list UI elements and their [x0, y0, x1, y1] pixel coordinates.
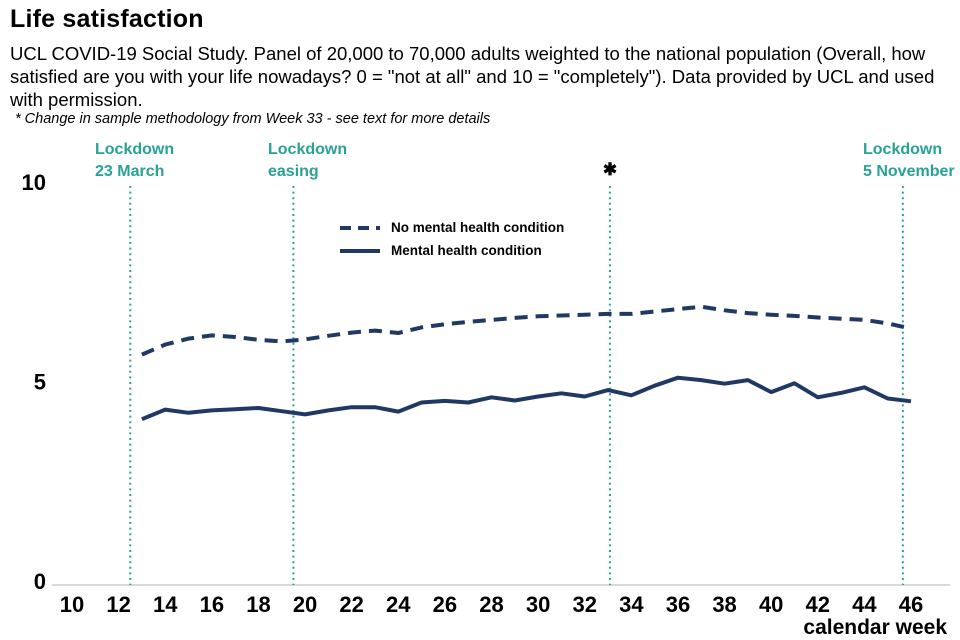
- legend-item-mental-health-condition: Mental health condition: [340, 239, 564, 262]
- series-line-no-mental-health-condition: [141, 304, 912, 357]
- x-tick-label: 18: [246, 592, 270, 617]
- lockdown-label-line2: 5 November: [863, 162, 955, 180]
- chart-subtitle: UCL COVID-19 Social Study. Panel of 20,0…: [10, 43, 935, 110]
- methodology-footnote: * Change in sample methodology from Week…: [15, 111, 491, 127]
- x-tick-label: 42: [806, 592, 830, 617]
- x-tick-label: 14: [153, 592, 178, 617]
- x-tick-label: 40: [759, 592, 783, 617]
- legend-label: No mental health condition: [391, 220, 565, 235]
- legend: No mental health condition Mental health…: [340, 216, 564, 262]
- x-tick-label: 30: [526, 592, 550, 617]
- lockdown-annotation-23-march: Lockdown 23 March: [95, 139, 174, 182]
- x-tick-label: 32: [572, 592, 596, 617]
- x-tick-label: 46: [899, 592, 923, 617]
- x-tick-label: 34: [619, 592, 644, 617]
- lockdown-label-line1: Lockdown: [268, 141, 348, 158]
- lockdown-annotation-easing: Lockdown easing: [268, 139, 347, 182]
- x-tick-label: 24: [386, 592, 411, 617]
- x-tick-label: 16: [200, 592, 224, 617]
- lockdown-label-line1: Lockdown: [863, 141, 943, 158]
- lockdown-label-line1: Lockdown: [95, 141, 175, 158]
- x-tick-label: 10: [60, 592, 84, 617]
- x-tick-label: 38: [712, 592, 736, 617]
- x-tick-label: 20: [293, 592, 317, 617]
- page-title: Life satisfaction: [10, 5, 204, 33]
- x-tick-label: 44: [852, 592, 877, 617]
- legend-label: Mental health condition: [391, 243, 542, 258]
- dashed-line-sample-icon: [340, 225, 380, 230]
- x-tick-label: 26: [433, 592, 457, 617]
- x-tick-label: 12: [106, 592, 130, 617]
- y-tick-label: 5: [34, 370, 46, 395]
- solid-line-sample-icon: [340, 248, 380, 253]
- series-line-mental-health-condition: [141, 375, 912, 422]
- y-tick-label: 10: [22, 170, 46, 195]
- x-axis-title: calendar week: [803, 616, 947, 639]
- lockdown-annotation-5-november: Lockdown 5 November: [863, 139, 955, 182]
- y-tick-label: 0: [34, 569, 46, 594]
- x-tick-label: 22: [339, 592, 363, 617]
- x-tick-label: 36: [666, 592, 690, 617]
- lockdown-label-line2: easing: [268, 162, 319, 180]
- methodology-asterisk-marker: ✱: [602, 160, 618, 179]
- x-tick-label: 28: [479, 592, 503, 617]
- lockdown-label-line2: 23 March: [95, 162, 165, 180]
- legend-item-no-mental-health-condition: No mental health condition: [340, 216, 564, 239]
